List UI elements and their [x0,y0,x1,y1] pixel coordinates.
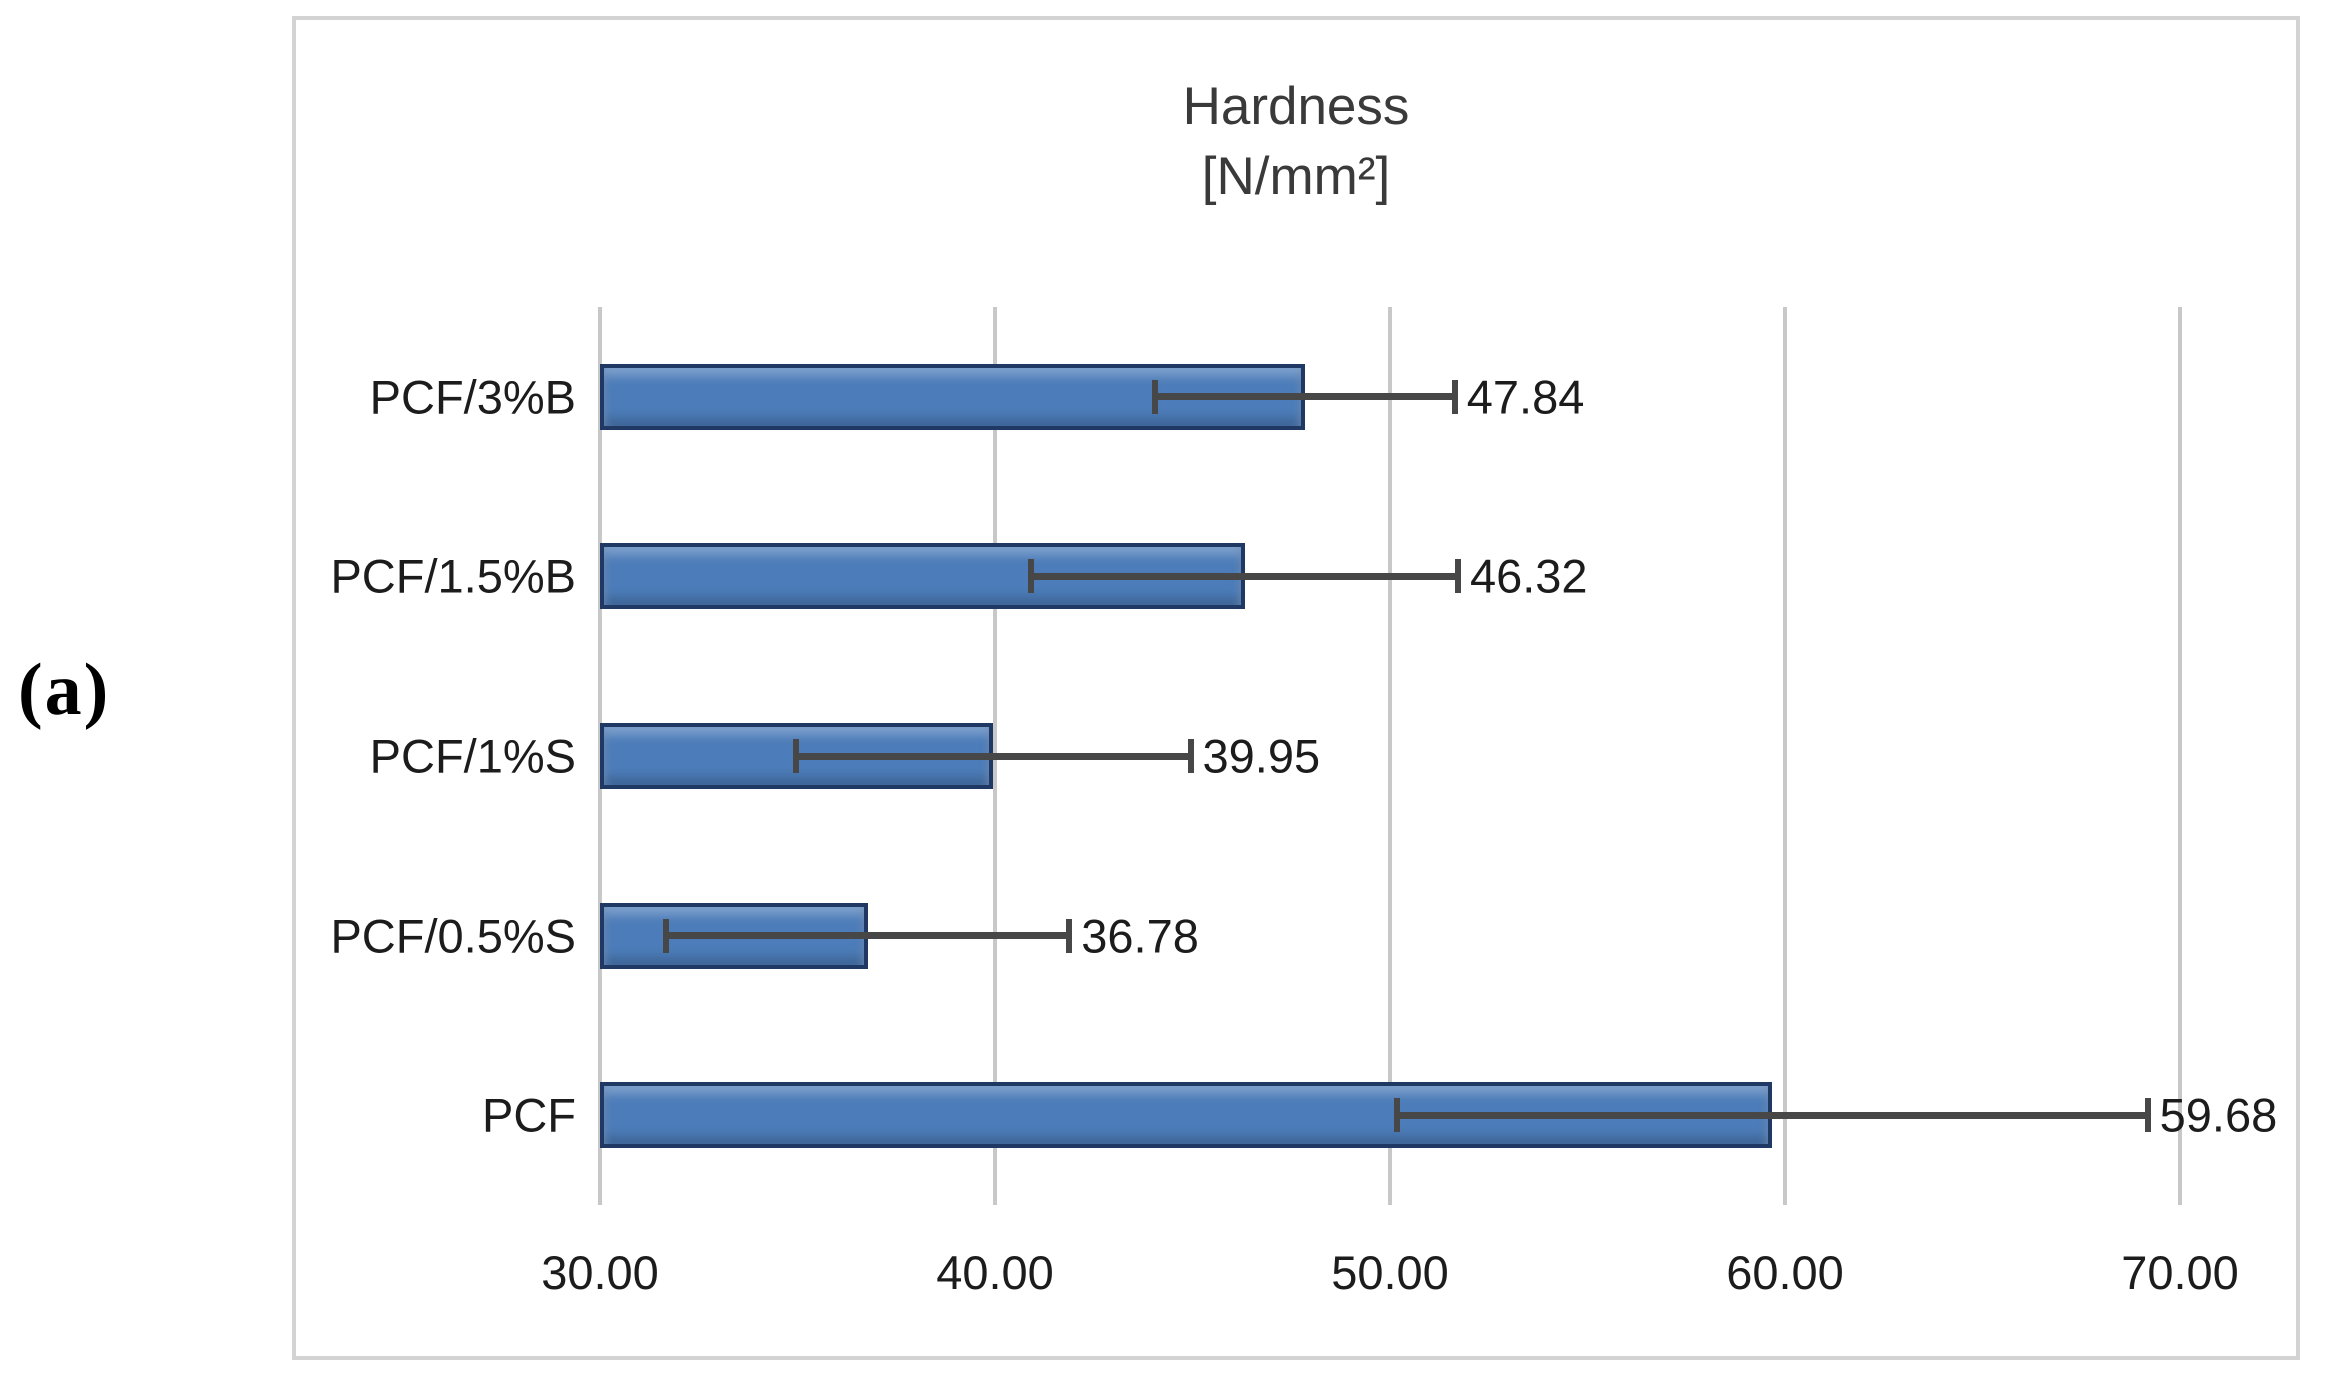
error-bar-line [1031,572,1458,580]
error-bar-cap-right [1187,739,1194,773]
gridline [1783,307,1787,1205]
chart-frame: Hardness [N/mm²] 47.84 46.32 39.95 36.78 59.… [292,16,2300,1360]
error-bar-line [666,932,1070,940]
gridline [2178,307,2182,1205]
error-bar-cap-left [1028,559,1035,594]
bar-value-label: 59.68 [2159,1088,2278,1142]
bar-value-label: 46.32 [1469,549,1588,603]
error-bar-line [795,752,1191,760]
x-tick-label: 60.00 [1726,1246,1844,1299]
bar-value-label: 36.78 [1081,909,1199,963]
plot-area: 47.84 46.32 39.95 36.78 59.68 [598,307,2277,1205]
x-tick-label: 70.00 [2121,1246,2239,1299]
error-bar-cap-left [663,918,670,953]
category-label: PCF [482,1088,576,1142]
chart-title-text: Hardness [1182,77,1410,136]
error-bar-cap-right [1451,379,1458,414]
category-label: PCF/3%B [369,370,576,424]
category-label: PCF/1%S [369,729,576,783]
chart-title-units: [N/mm²] [1201,146,1391,206]
bar-value-label: 39.95 [1202,729,1321,783]
x-tick-label: 30.00 [541,1246,659,1299]
error-bar-line [1154,393,1455,401]
error-bar-cap-right [2144,1098,2151,1133]
error-bar-line [1397,1111,2148,1119]
bar [600,543,1245,610]
error-bar-cap-right [1454,559,1461,594]
bar-value-label: 47.84 [1466,370,1585,424]
category-label: PCF/1.5%B [330,549,576,603]
chart-title: Hardness [N/mm²] [296,72,2296,212]
error-bar-cap-right [1066,918,1073,953]
error-bar-cap-left [792,739,799,773]
error-bar-cap-left [1394,1098,1401,1133]
x-tick-label: 50.00 [1331,1246,1449,1299]
panel-label: (a) [18,649,111,731]
category-label: PCF/0.5%S [330,909,576,963]
x-tick-label: 40.00 [936,1246,1054,1299]
error-bar-cap-left [1151,379,1158,414]
gridline [1388,307,1392,1205]
